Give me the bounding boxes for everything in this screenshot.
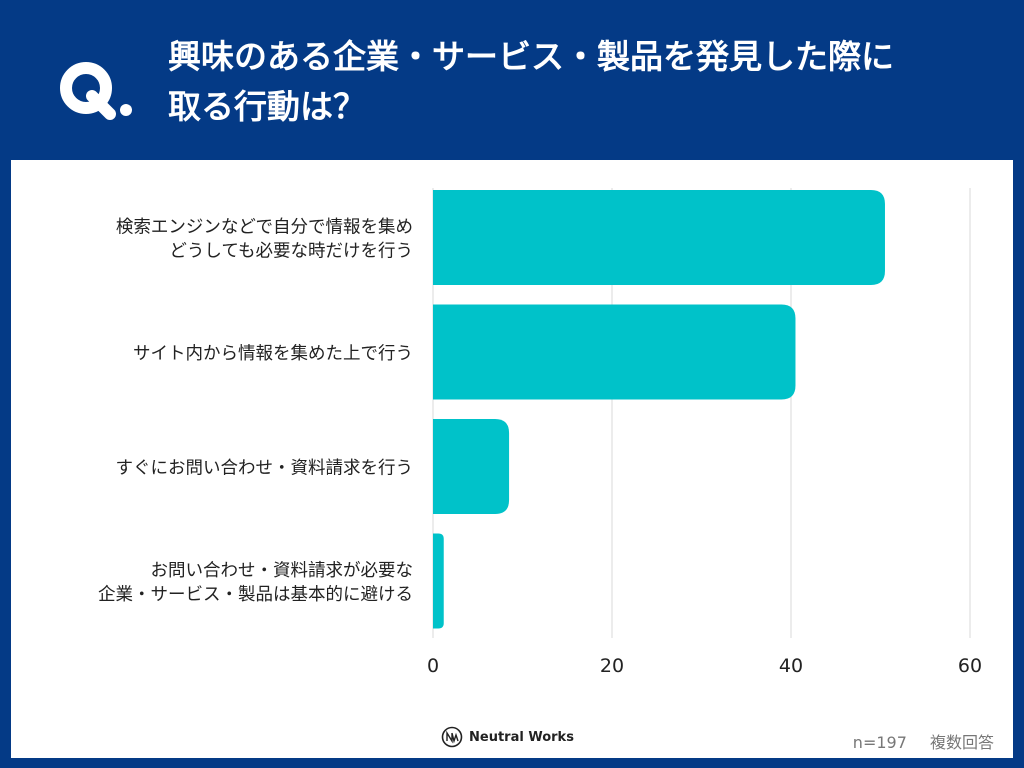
footer-note: n=197 複数回答 <box>853 729 994 753</box>
bar-1 <box>433 190 885 285</box>
bar-4 <box>433 533 444 629</box>
page-title: 興味のある企業・サービス・製品を発見した際に 取る行動は？ <box>168 32 988 132</box>
category-label: サイト内から情報を集めた上で行う <box>133 344 413 364</box>
header: 興味のある企業・サービス・製品を発見した際に 取る行動は？ <box>0 0 1024 160</box>
bar-2 <box>433 304 796 400</box>
x-tick-label: 40 <box>779 655 803 677</box>
category-label: すぐにお問い合わせ・資料請求を行う <box>116 459 414 479</box>
brand-name: Neutral Works <box>469 729 574 745</box>
x-tick-label: 60 <box>958 655 982 677</box>
title-line-1: 興味のある企業・サービス・製品を発見した際に <box>168 37 894 76</box>
x-tick-label: 20 <box>600 655 624 677</box>
sample-size: n=197 <box>852 733 907 752</box>
x-tick-label: 0 <box>427 655 439 677</box>
q-mark-icon <box>60 62 132 120</box>
title-line-2: 取る行動は？ <box>168 87 366 126</box>
bar-3 <box>433 419 510 514</box>
category-label: 企業・サービス・製品は基本的に避ける <box>98 585 413 605</box>
brand-logo: Neutral Works <box>441 725 574 749</box>
neutral-works-logo-icon <box>441 726 463 748</box>
category-label: 検索エンジンなどで自分で情報を集め <box>116 218 413 238</box>
category-label: お問い合わせ・資料請求が必要な <box>151 561 414 581</box>
category-label: どうしても必要な時だけを行う <box>169 242 413 262</box>
answer-type-note: 複数回答 <box>929 733 994 752</box>
